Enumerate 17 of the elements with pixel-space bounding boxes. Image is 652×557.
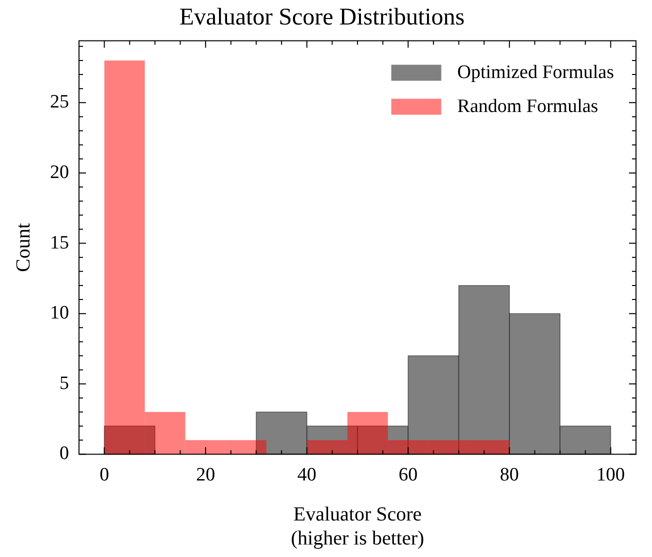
x-tick-label: 100 — [596, 464, 625, 486]
y-tick-label: 20 — [50, 162, 69, 183]
x-tick-label: 0 — [100, 464, 110, 486]
x-tick-label: 80 — [500, 464, 519, 486]
y-axis-title: Count — [12, 222, 34, 272]
y-tick-label: 10 — [50, 302, 69, 324]
legend-label: Random Formulas — [457, 96, 598, 117]
y-tick-label: 0 — [60, 443, 69, 464]
chart-title: Evaluator Score Distributions — [179, 4, 465, 31]
y-tick-label: 5 — [60, 372, 69, 394]
x-tick-label: 60 — [398, 464, 418, 486]
x-tick-label: 40 — [297, 464, 316, 486]
legend-label: Optimized Formulas — [457, 62, 614, 83]
x-tick-label: 20 — [196, 464, 216, 486]
x-axis-title: Evaluator Score (higher is better) — [290, 503, 424, 550]
y-tick-label: 25 — [50, 92, 69, 113]
y-tick-label: 15 — [50, 232, 69, 254]
